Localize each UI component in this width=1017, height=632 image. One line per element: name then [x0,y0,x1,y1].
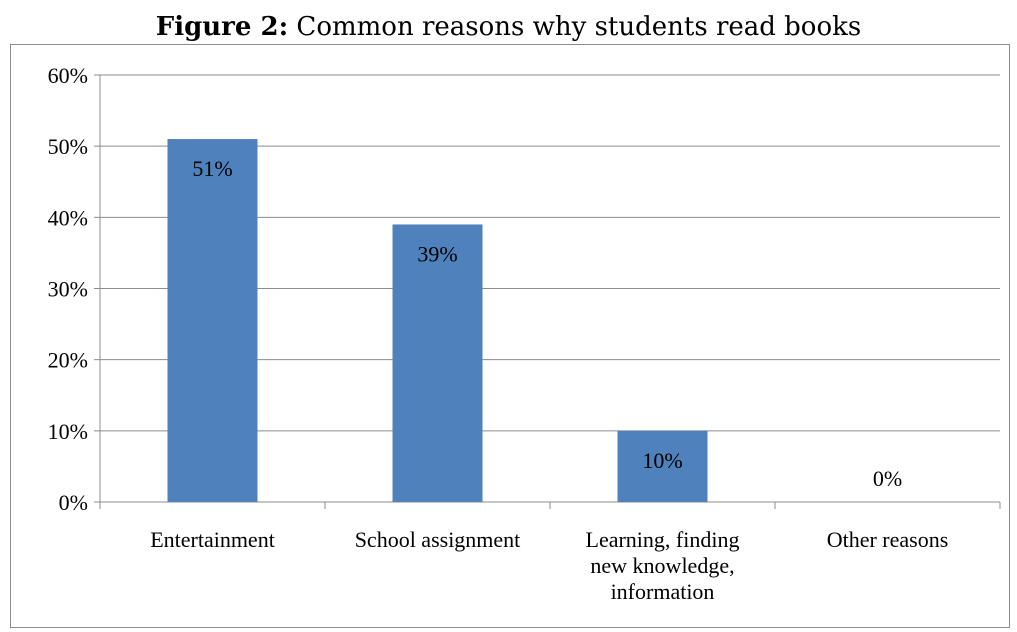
bar [167,139,258,503]
category-label-line: information [611,579,715,604]
bar [617,430,708,502]
category-label-line: Entertainment [150,527,275,552]
data-label: 39% [417,241,457,266]
bar [392,224,483,502]
y-tick-label: 50% [48,134,88,159]
chart-title-prefix: Figure 2: [155,12,289,42]
chart-title: Figure 2: Common reasons why students re… [0,12,1017,42]
y-tick-label: 40% [48,205,88,230]
category-label-line: Learning, finding [586,527,740,552]
y-tick-label: 20% [48,348,88,373]
category-label-line: new knowledge, [590,553,734,578]
y-tick-label: 10% [48,419,88,444]
data-label: 10% [642,448,682,473]
data-label: 0% [873,466,902,491]
data-label: 51% [192,156,232,181]
chart-frame [10,44,1010,628]
y-tick-label: 0% [59,490,88,515]
y-tick-label: 30% [48,277,88,302]
y-tick-label: 60% [48,63,88,88]
category-label: Other reasons [827,527,949,552]
category-label-line: School assignment [355,527,521,552]
category-label-line: Other reasons [827,527,949,552]
category-label: Learning, finding new knowledge, informati… [586,527,740,604]
category-label: School assignment [355,527,521,552]
chart-title-text: Common reasons why students read books [288,12,862,42]
category-label: Entertainment [150,527,275,552]
